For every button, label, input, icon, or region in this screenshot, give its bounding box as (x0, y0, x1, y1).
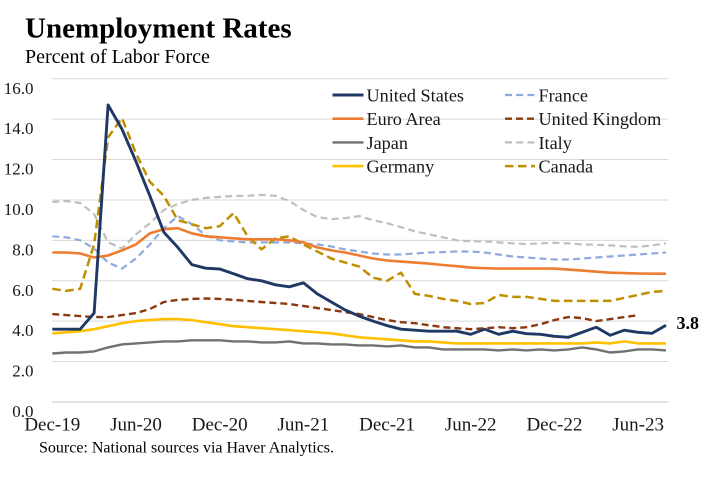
svg-text:Dec-20: Dec-20 (192, 415, 248, 436)
svg-text:Jun-22: Jun-22 (445, 415, 497, 436)
svg-text:Unemployment Rates: Unemployment Rates (25, 13, 292, 45)
svg-text:6.0: 6.0 (12, 281, 33, 300)
svg-text:16.0: 16.0 (4, 79, 34, 98)
svg-text:Source: National sources via H: Source: National sources via Haver Analy… (39, 440, 334, 457)
svg-text:10.0: 10.0 (4, 200, 34, 219)
svg-text:Jun-21: Jun-21 (278, 415, 330, 436)
svg-text:3.8: 3.8 (677, 313, 700, 333)
svg-text:14.0: 14.0 (4, 119, 34, 138)
svg-text:8.0: 8.0 (12, 240, 33, 259)
svg-text:Canada: Canada (539, 157, 594, 177)
svg-text:2.0: 2.0 (12, 362, 33, 381)
svg-text:United States: United States (367, 86, 465, 106)
svg-text:France: France (539, 86, 588, 106)
svg-text:Dec-19: Dec-19 (24, 415, 80, 436)
svg-text:Jun-20: Jun-20 (110, 415, 162, 436)
svg-text:Jun-23: Jun-23 (612, 415, 664, 436)
svg-text:4.0: 4.0 (12, 321, 33, 340)
svg-text:Dec-21: Dec-21 (359, 415, 415, 436)
svg-text:Japan: Japan (367, 133, 408, 153)
svg-text:Percent of Labor Force: Percent of Labor Force (25, 46, 210, 68)
svg-text:12.0: 12.0 (4, 160, 34, 179)
svg-text:Dec-22: Dec-22 (526, 415, 582, 436)
svg-text:United Kingdom: United Kingdom (539, 109, 662, 129)
svg-text:Euro Area: Euro Area (367, 109, 441, 129)
svg-text:0.0: 0.0 (12, 402, 33, 421)
svg-text:Italy: Italy (539, 133, 573, 153)
svg-text:Germany: Germany (367, 157, 436, 177)
